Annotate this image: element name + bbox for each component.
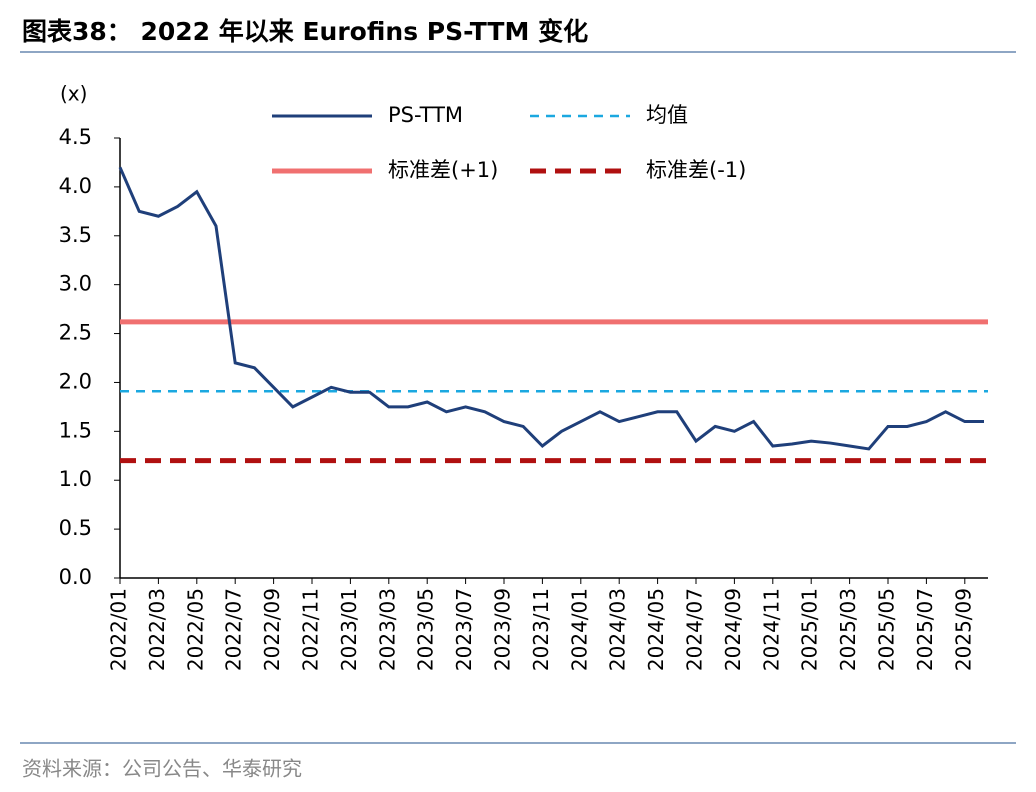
x-tick-label: 2022/05 [183, 588, 207, 671]
x-tick-label: 2024/09 [721, 588, 745, 671]
y-tick-label: 4.5 [59, 125, 92, 149]
x-tick-label: 2024/11 [759, 588, 783, 671]
x-tick-label: 2024/05 [644, 588, 668, 671]
x-tick-label: 2022/07 [222, 588, 246, 671]
x-tick-label: 2022/03 [145, 588, 169, 671]
legend-label: 标准差(+1) [388, 158, 498, 182]
x-tick-label: 2025/09 [951, 588, 975, 671]
legend-label: 标准差(-1) [646, 158, 746, 182]
source: 资料来源：公司公告、华泰研究 [22, 757, 302, 781]
y-tick-label: 4.0 [59, 174, 92, 198]
y-tick-label: 1.5 [59, 418, 92, 442]
legend-label: 均值 [646, 103, 688, 127]
series-line [118, 166, 984, 451]
x-tick-label: 2023/07 [452, 588, 476, 671]
y-tick-label: 0.5 [59, 516, 92, 540]
legend-label: PS-TTM [388, 103, 463, 127]
y-tick-label: 2.0 [59, 369, 92, 393]
y-tick-label: 3.0 [59, 272, 92, 296]
x-tick-label: 2022/09 [260, 588, 284, 671]
y-tick-label: 1.0 [59, 467, 92, 491]
x-tick-label: 2023/03 [375, 588, 399, 671]
y-unit: (x) [60, 82, 87, 106]
chart-title: 图表38： 2022 年以来 Eurofins PS-TTM 变化 [22, 17, 588, 46]
y-tick-label: 3.5 [59, 223, 92, 247]
x-tick-label: 2024/07 [683, 588, 707, 671]
x-tick-label: 2022/01 [107, 588, 131, 671]
x-tick-label: 2023/09 [491, 588, 515, 671]
y-tick-label: 2.5 [59, 321, 92, 345]
x-tick-label: 2025/05 [875, 588, 899, 671]
x-tick-label: 2023/01 [337, 588, 361, 671]
x-tick-label: 2025/01 [798, 588, 822, 671]
x-tick-label: 2022/11 [299, 588, 323, 671]
x-tick-label: 2025/07 [913, 588, 937, 671]
x-tick-label: 2024/01 [567, 588, 591, 671]
x-tick-label: 2025/03 [836, 588, 860, 671]
x-tick-label: 2023/05 [414, 588, 438, 671]
x-tick-label: 2023/11 [529, 588, 553, 671]
y-tick-label: 0.0 [59, 565, 92, 589]
x-tick-label: 2024/03 [606, 588, 630, 671]
